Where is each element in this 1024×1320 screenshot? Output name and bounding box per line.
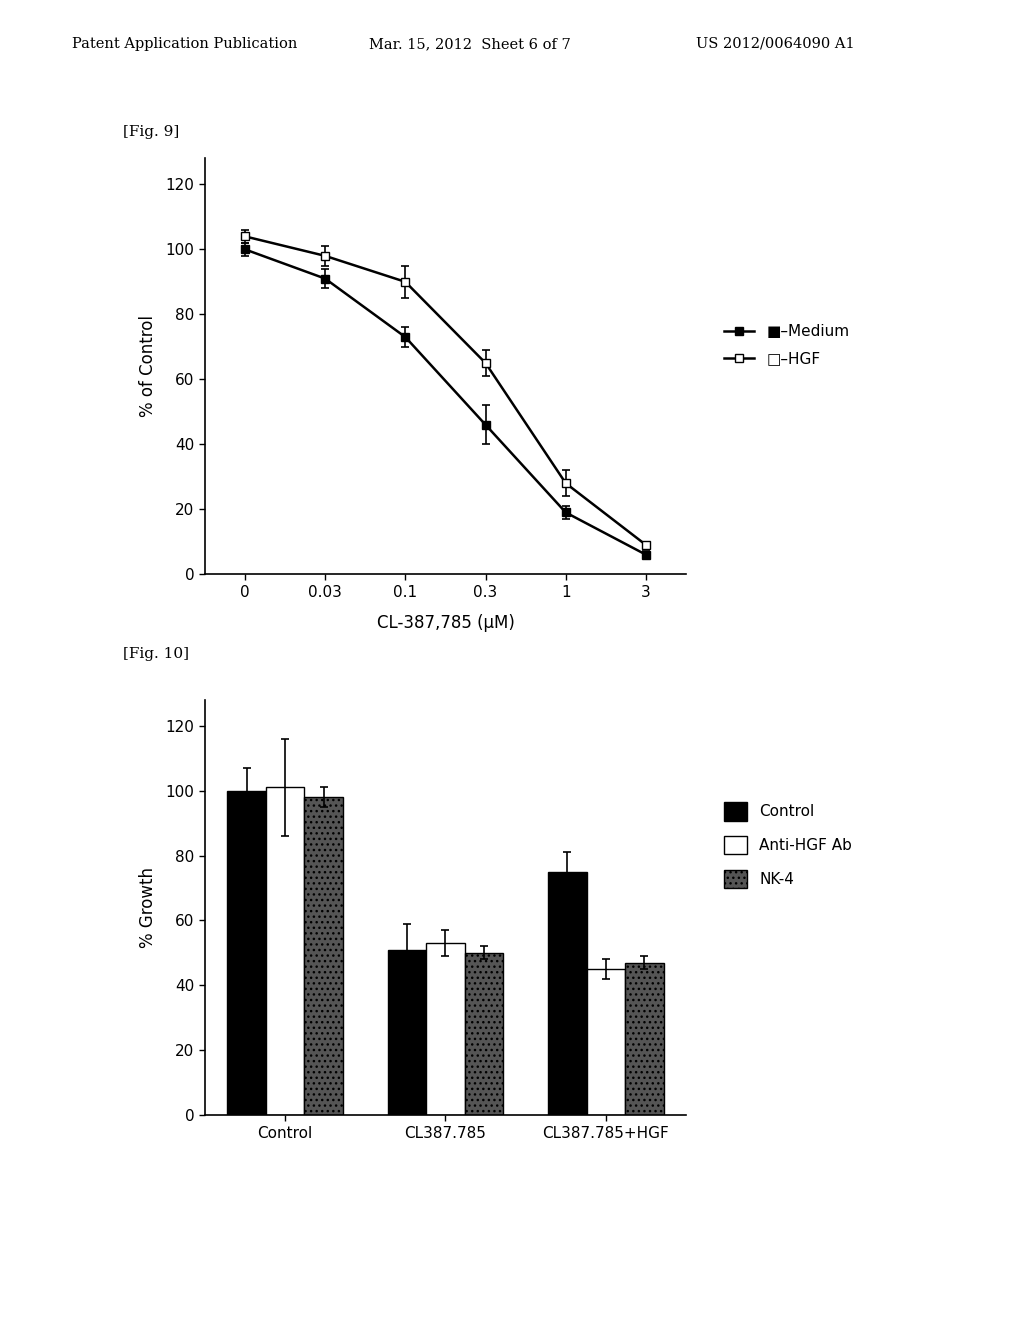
Text: Mar. 15, 2012  Sheet 6 of 7: Mar. 15, 2012 Sheet 6 of 7 bbox=[369, 37, 570, 51]
Text: US 2012/0064090 A1: US 2012/0064090 A1 bbox=[696, 37, 855, 51]
Bar bbox=[587, 969, 625, 1115]
Legend: ■–Medium, □–HGF: ■–Medium, □–HGF bbox=[718, 318, 856, 372]
Y-axis label: % Growth: % Growth bbox=[139, 867, 157, 948]
Y-axis label: % of Control: % of Control bbox=[139, 315, 157, 417]
Bar bbox=[227, 791, 266, 1115]
Bar bbox=[388, 949, 426, 1115]
Text: [Fig. 10]: [Fig. 10] bbox=[123, 647, 188, 661]
Bar bbox=[465, 953, 503, 1115]
Bar bbox=[548, 871, 587, 1115]
Bar bbox=[266, 787, 304, 1115]
Legend: Control, Anti-HGF Ab, NK-4: Control, Anti-HGF Ab, NK-4 bbox=[718, 796, 858, 895]
Text: [Fig. 9]: [Fig. 9] bbox=[123, 125, 179, 140]
Text: Patent Application Publication: Patent Application Publication bbox=[72, 37, 297, 51]
Bar bbox=[304, 797, 343, 1115]
Bar bbox=[426, 944, 465, 1115]
Text: CL-387,785 (μM): CL-387,785 (μM) bbox=[377, 614, 514, 632]
Bar bbox=[625, 962, 664, 1115]
